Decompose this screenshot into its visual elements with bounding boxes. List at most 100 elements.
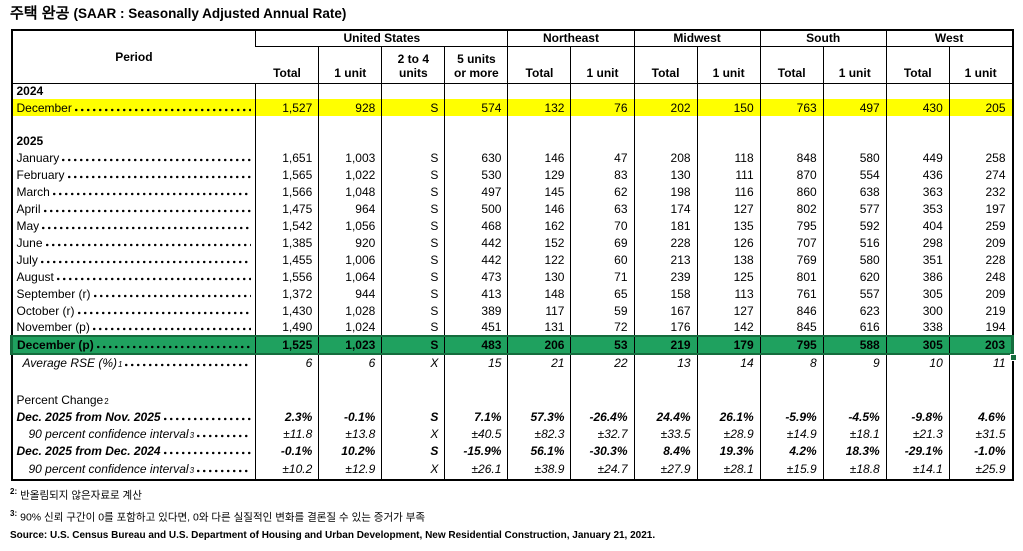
data-cell[interactable] — [255, 391, 319, 408]
data-cell[interactable]: 451 — [444, 319, 508, 336]
data-cell[interactable]: X — [381, 459, 445, 480]
data-cell[interactable]: 6 — [255, 354, 319, 371]
data-cell[interactable]: 413 — [444, 285, 508, 302]
data-cell[interactable]: 83 — [570, 166, 635, 183]
row-label[interactable] — [12, 371, 256, 391]
data-cell[interactable]: ±26.1 — [444, 459, 508, 480]
data-cell[interactable]: 497 — [444, 183, 508, 200]
data-cell[interactable] — [255, 371, 319, 391]
data-cell[interactable] — [885, 391, 950, 408]
data-cell[interactable] — [570, 83, 635, 99]
data-cell[interactable]: 57.3% — [507, 408, 571, 425]
data-cell[interactable]: ±14.9 — [759, 425, 824, 442]
data-cell[interactable]: 1,525 — [255, 335, 319, 355]
data-cell[interactable]: S — [381, 99, 445, 116]
row-label[interactable]: January — [12, 149, 256, 166]
data-cell[interactable]: 194 — [948, 319, 1013, 336]
data-cell[interactable] — [507, 371, 571, 391]
data-cell[interactable]: -30.3% — [570, 442, 635, 459]
data-cell[interactable]: 62 — [570, 183, 635, 200]
data-cell[interactable] — [318, 391, 382, 408]
data-cell[interactable]: 554 — [822, 166, 887, 183]
data-cell[interactable] — [696, 133, 761, 149]
data-cell[interactable]: 18.3% — [822, 442, 887, 459]
group-header-midwest[interactable]: Midwest — [633, 30, 761, 47]
data-cell[interactable]: 148 — [507, 285, 571, 302]
data-cell[interactable]: 1,024 — [318, 319, 382, 336]
data-cell[interactable] — [948, 391, 1013, 408]
data-cell[interactable]: 179 — [696, 335, 761, 355]
column-header-west-1-unit[interactable]: 1 unit — [948, 46, 1013, 84]
data-cell[interactable]: 500 — [444, 200, 508, 217]
data-cell[interactable]: -15.9% — [444, 442, 508, 459]
data-cell[interactable]: 442 — [444, 251, 508, 268]
data-cell[interactable]: 1,022 — [318, 166, 382, 183]
data-cell[interactable]: 206 — [507, 335, 571, 355]
data-cell[interactable]: ±13.8 — [318, 425, 382, 442]
data-cell[interactable]: S — [381, 217, 445, 234]
data-cell[interactable]: 202 — [633, 99, 698, 116]
data-cell[interactable]: 430 — [885, 99, 950, 116]
data-cell[interactable]: ±28.1 — [696, 459, 761, 480]
data-cell[interactable]: -4.5% — [822, 408, 887, 425]
data-cell[interactable]: 623 — [822, 302, 887, 319]
data-cell[interactable]: 127 — [696, 200, 761, 217]
data-cell[interactable] — [696, 391, 761, 408]
data-cell[interactable] — [507, 391, 571, 408]
row-label[interactable] — [12, 116, 256, 133]
data-cell[interactable] — [822, 391, 887, 408]
data-cell[interactable]: 920 — [318, 234, 382, 251]
data-cell[interactable]: 8 — [759, 354, 824, 371]
data-cell[interactable]: 228 — [948, 251, 1013, 268]
data-cell[interactable]: -9.8% — [885, 408, 950, 425]
data-cell[interactable]: 142 — [696, 319, 761, 336]
data-cell[interactable]: 69 — [570, 234, 635, 251]
data-cell[interactable]: S — [381, 408, 445, 425]
group-header-northeast[interactable]: Northeast — [507, 30, 635, 47]
data-cell[interactable]: 63 — [570, 200, 635, 217]
data-cell[interactable]: 219 — [948, 302, 1013, 319]
data-cell[interactable]: 580 — [822, 251, 887, 268]
data-cell[interactable] — [759, 116, 824, 133]
data-cell[interactable]: 386 — [885, 268, 950, 285]
data-cell[interactable]: ±25.9 — [948, 459, 1013, 480]
data-cell[interactable]: 132 — [507, 99, 571, 116]
data-cell[interactable]: 473 — [444, 268, 508, 285]
data-cell[interactable]: S — [381, 302, 445, 319]
data-cell[interactable]: -1.0% — [948, 442, 1013, 459]
data-cell[interactable]: 848 — [759, 149, 824, 166]
data-cell[interactable]: 707 — [759, 234, 824, 251]
data-cell[interactable]: 1,475 — [255, 200, 319, 217]
data-cell[interactable] — [444, 133, 508, 149]
column-header-midwest-1-unit[interactable]: 1 unit — [696, 46, 761, 84]
row-label[interactable]: March — [12, 183, 256, 200]
data-cell[interactable]: 630 — [444, 149, 508, 166]
data-cell[interactable] — [696, 83, 761, 99]
data-cell[interactable] — [885, 116, 950, 133]
data-cell[interactable]: 213 — [633, 251, 698, 268]
data-cell[interactable] — [444, 371, 508, 391]
data-cell[interactable]: 129 — [507, 166, 571, 183]
data-cell[interactable]: 131 — [507, 319, 571, 336]
data-cell[interactable]: 363 — [885, 183, 950, 200]
data-cell[interactable]: 239 — [633, 268, 698, 285]
data-cell[interactable]: S — [381, 166, 445, 183]
data-cell[interactable]: 14 — [696, 354, 761, 371]
data-cell[interactable] — [444, 83, 508, 99]
period-column-header[interactable]: Period — [11, 30, 256, 84]
data-cell[interactable] — [633, 83, 698, 99]
data-cell[interactable] — [759, 83, 824, 99]
data-cell[interactable]: S — [381, 268, 445, 285]
column-header-west-total[interactable]: Total — [885, 46, 950, 84]
data-cell[interactable] — [318, 83, 382, 99]
column-header-united-states-5-units-or-more[interactable]: 5 units or more — [444, 46, 508, 84]
group-header-united-states[interactable]: United States — [255, 30, 508, 47]
data-cell[interactable]: ±40.5 — [444, 425, 508, 442]
data-cell[interactable]: 442 — [444, 234, 508, 251]
data-cell[interactable]: 53 — [570, 335, 635, 355]
data-cell[interactable]: S — [381, 183, 445, 200]
data-cell[interactable]: 232 — [948, 183, 1013, 200]
data-cell[interactable]: S — [381, 335, 445, 355]
data-cell[interactable]: 1,565 — [255, 166, 319, 183]
data-cell[interactable]: 468 — [444, 217, 508, 234]
